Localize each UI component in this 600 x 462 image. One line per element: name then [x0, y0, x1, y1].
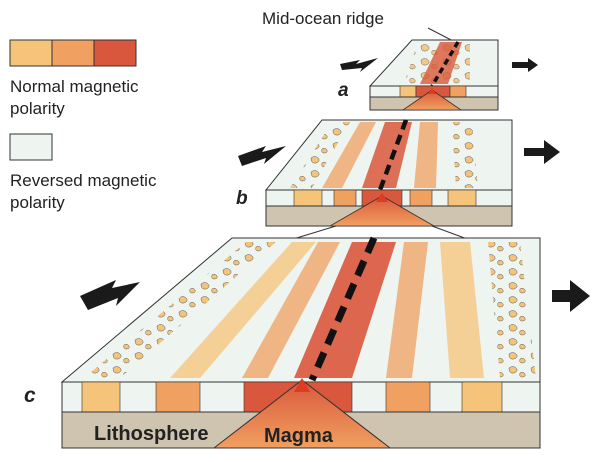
block-a-arrow-left-icon — [340, 58, 378, 72]
block-c-arrow-left-icon — [80, 280, 140, 310]
block-b-arrow-left-icon — [238, 146, 286, 166]
block-b-crust-normal-3 — [409, 189, 433, 207]
block-b-stripe-left-light — [290, 122, 350, 188]
block-c-crust-normal-1 — [81, 381, 121, 413]
block-b-stripe-right-mid — [414, 122, 438, 188]
block-b-magma-tip — [376, 193, 388, 202]
block-c-stripe-6 — [488, 242, 536, 378]
block-c-stripe-3 — [242, 242, 340, 378]
block-b-crust-normal-1 — [293, 189, 323, 207]
block-b-crust-normal-4 — [447, 189, 477, 207]
legend-normal-light-swatch — [9, 39, 53, 67]
block-c-arrow-right-icon — [552, 280, 590, 312]
block-a-arrow-right-icon — [512, 58, 538, 72]
block-b-stripe-left-mid — [322, 122, 376, 188]
block-c-stripe-4 — [386, 242, 428, 378]
block-c-stripe-1 — [84, 242, 276, 378]
legend-normal-dark-swatch — [93, 39, 137, 67]
block-a-ridge-axis — [430, 41, 460, 87]
block-c-stripe-5 — [440, 242, 484, 378]
stage-a-label: a — [338, 80, 349, 101]
block-b: b — [236, 119, 560, 227]
block-b-crust-normal-2 — [333, 189, 357, 207]
block-c-crust-normal-3 — [385, 381, 431, 413]
legend-normal-label-line1: Normal magnetic — [10, 77, 139, 96]
block-c-crust-normal-4 — [461, 381, 503, 413]
block-b-arrow-right-icon — [524, 140, 560, 164]
legend-normal-label-line2: polarity — [10, 99, 65, 118]
magma-label: Magma — [264, 425, 334, 447]
legend-reversed-label-line1: Reversed magnetic — [10, 171, 157, 190]
legend-reversed-swatch — [9, 133, 53, 161]
block-c: c Lithosphere Magma — [24, 236, 590, 449]
block-b-magma — [328, 195, 436, 227]
block-c-magma-tip — [294, 378, 310, 392]
block-c-ridge-axis — [308, 236, 378, 382]
block-c-stripe-2 — [170, 242, 316, 378]
block-a-crust-normal-right — [449, 85, 467, 98]
ridge-label: Mid-ocean ridge — [262, 9, 384, 28]
block-c-magma — [212, 379, 392, 449]
legend-reversed-label-line2: polarity — [10, 193, 65, 212]
stage-c-label: c — [24, 384, 36, 407]
block-a-magma — [401, 89, 463, 111]
legend: Normal magnetic polarity Reversed magnet… — [9, 39, 157, 212]
block-a-crust-normal-left — [399, 85, 417, 98]
block-c-crust-normal-2 — [155, 381, 201, 413]
lithosphere-label: Lithosphere — [94, 423, 208, 445]
block-a-magma-tip — [428, 88, 436, 94]
block-b-ridge-axis — [377, 119, 409, 191]
stage-b-label: b — [236, 188, 248, 209]
legend-normal-mid-swatch — [51, 39, 95, 67]
block-b-stripe-right-light — [452, 122, 478, 188]
block-a: a — [338, 39, 538, 111]
